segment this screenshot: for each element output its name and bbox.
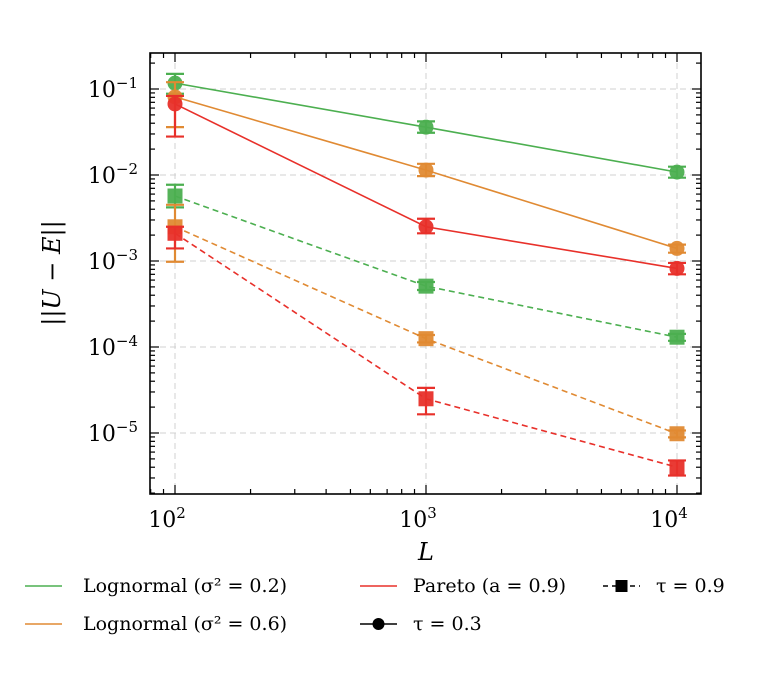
grid bbox=[150, 53, 701, 494]
legend-label: τ = 0.3 bbox=[413, 613, 482, 635]
data-point bbox=[418, 219, 434, 235]
series-2 bbox=[166, 94, 686, 276]
legend-label: Lognormal (σ² = 0.6) bbox=[83, 613, 287, 635]
legend-entry: Lognormal (σ² = 0.6) bbox=[25, 613, 287, 635]
legend-label: τ = 0.9 bbox=[656, 575, 725, 597]
data-point bbox=[669, 260, 685, 276]
y-axis-label: ||U − E|| bbox=[38, 220, 67, 325]
series-3 bbox=[166, 183, 686, 345]
legend-entry: τ = 0.9 bbox=[603, 575, 725, 597]
legend-label: Lognormal (σ² = 0.2) bbox=[83, 575, 287, 597]
x-axis-label: L bbox=[417, 538, 434, 566]
legend-entry: Pareto (a = 0.9) bbox=[360, 575, 566, 597]
y-tick-label: 10−3 bbox=[88, 246, 138, 275]
legend: Lognormal (σ² = 0.2) Lognormal (σ² = 0.6)… bbox=[25, 575, 725, 635]
series-group bbox=[166, 72, 686, 477]
x-tick-label: 104 bbox=[650, 504, 688, 533]
x-tick-label: 102 bbox=[148, 504, 186, 533]
data-point bbox=[669, 329, 685, 345]
data-point bbox=[669, 426, 685, 442]
legend-swatch-marker bbox=[372, 618, 385, 630]
y-tick-label: 10−1 bbox=[88, 74, 138, 103]
data-point bbox=[167, 188, 183, 204]
legend-swatch-marker bbox=[615, 580, 628, 592]
data-point bbox=[669, 164, 685, 180]
legend-entry: τ = 0.3 bbox=[360, 613, 482, 635]
data-point bbox=[418, 391, 434, 407]
y-tick-label: 10−5 bbox=[88, 418, 138, 447]
data-point bbox=[418, 119, 434, 135]
data-point bbox=[167, 96, 183, 112]
data-point bbox=[669, 240, 685, 256]
series-4 bbox=[166, 203, 686, 442]
data-point bbox=[669, 459, 685, 475]
data-point bbox=[418, 331, 434, 347]
legend-label: Pareto (a = 0.9) bbox=[413, 575, 566, 597]
data-point bbox=[418, 162, 434, 178]
y-tick-label: 10−2 bbox=[88, 160, 138, 189]
tick-labels: 102 103 104 10−1 10−2 10−3 10−4 10−5 bbox=[88, 74, 688, 533]
data-point bbox=[167, 225, 183, 241]
series-0 bbox=[166, 72, 686, 180]
series-5 bbox=[166, 225, 686, 477]
legend-entry: Lognormal (σ² = 0.2) bbox=[25, 575, 287, 597]
x-tick-label: 103 bbox=[399, 504, 437, 533]
axes bbox=[149, 52, 702, 495]
data-point bbox=[418, 278, 434, 294]
y-tick-label: 10−4 bbox=[88, 332, 138, 361]
